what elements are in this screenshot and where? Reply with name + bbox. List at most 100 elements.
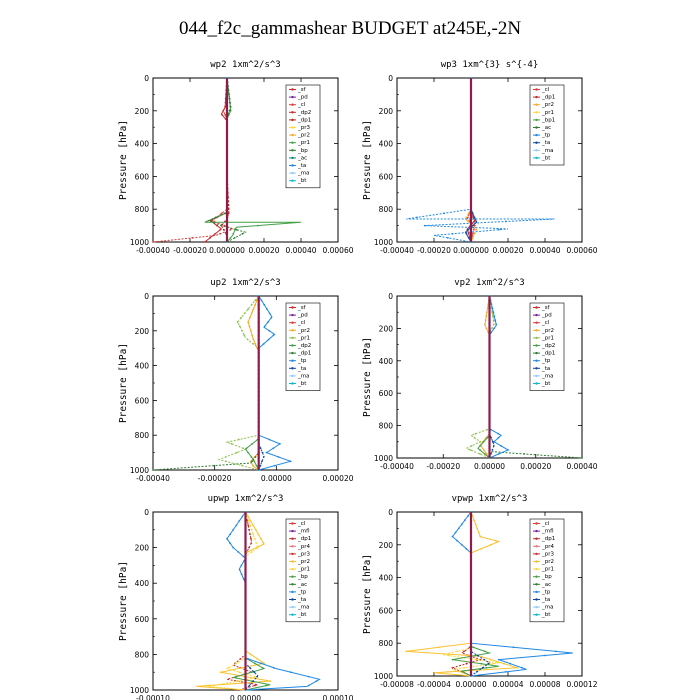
series-marker — [252, 524, 255, 527]
legend-marker — [535, 359, 538, 362]
series-marker — [268, 312, 271, 315]
legend-label: _pr2 — [541, 102, 554, 108]
series-marker — [491, 440, 494, 443]
series-marker — [467, 232, 470, 235]
series-marker — [479, 445, 481, 447]
series-marker — [240, 573, 243, 576]
legend-label: _cl — [541, 87, 550, 93]
series-marker — [473, 232, 476, 235]
legend-marker — [291, 336, 294, 340]
series-marker — [256, 224, 259, 227]
legend-label: _pd — [297, 313, 308, 319]
x-tick-label: -0.00004 — [417, 680, 451, 689]
legend-label: _tp — [541, 589, 551, 595]
series-marker — [490, 327, 493, 330]
legend-label: _cl — [297, 102, 306, 108]
x-tick-label: -0.00040 — [136, 246, 170, 255]
series-marker — [463, 519, 466, 522]
series-marker — [219, 232, 222, 235]
series-marker — [260, 662, 262, 665]
series-marker — [253, 460, 256, 463]
series-marker — [480, 662, 483, 665]
series-marker — [253, 537, 256, 540]
series-marker — [224, 105, 227, 108]
series-marker — [477, 531, 480, 534]
series-marker — [247, 658, 250, 660]
legend-label: _pr1 — [541, 335, 554, 341]
series-marker — [486, 307, 489, 309]
legend-label: _pr1 — [541, 110, 554, 116]
series-marker — [507, 449, 509, 451]
y-tick-label: 1000 — [130, 238, 149, 247]
series-marker — [277, 456, 280, 458]
series-marker — [152, 469, 154, 471]
legend-label: _pr3 — [297, 551, 311, 557]
legend-label: _dp1 — [541, 351, 555, 357]
x-tick-label: 0.00020 — [520, 462, 551, 471]
series-marker — [241, 464, 244, 467]
legend-label: _cl — [297, 320, 306, 326]
series-marker — [252, 464, 254, 467]
series-marker — [262, 343, 265, 345]
legend-label: _pr2 — [297, 328, 310, 334]
series-marker — [490, 331, 493, 334]
legend-label: _bp — [541, 574, 552, 580]
legend-label: _bt — [541, 381, 551, 387]
series-marker — [460, 523, 463, 526]
series-marker — [279, 443, 281, 445]
legend-label: _bp — [297, 574, 308, 580]
series-marker — [454, 531, 457, 534]
series-marker — [500, 445, 502, 447]
series-marker — [229, 105, 232, 108]
legend-marker — [291, 359, 294, 362]
series-marker — [203, 241, 206, 243]
series-marker — [250, 456, 253, 458]
series-marker — [256, 299, 258, 302]
series-line-pr1 — [204, 77, 302, 243]
series-marker — [486, 311, 488, 314]
series-marker — [255, 542, 258, 544]
series-marker — [251, 334, 254, 336]
legend-marker — [535, 351, 538, 355]
y-tick-label: 0 — [388, 292, 393, 301]
legend-label: _pr3 — [297, 125, 311, 131]
legend-marker — [291, 95, 294, 99]
series-marker — [240, 564, 243, 567]
series-marker — [423, 224, 426, 227]
series-marker — [483, 453, 486, 455]
legend-marker — [535, 374, 538, 378]
series-marker — [471, 237, 474, 239]
legend-label: _bt — [297, 178, 307, 184]
series-marker — [474, 432, 477, 435]
series-marker — [246, 338, 249, 341]
series-marker — [503, 662, 505, 665]
x-tick-label: 0.000000 — [453, 246, 489, 255]
legend-marker — [535, 613, 538, 616]
series-marker — [242, 555, 245, 558]
legend-marker — [291, 575, 294, 578]
y-tick-label: 1000 — [374, 238, 393, 247]
chart-panel-6: vpwp 1xm^2/s^3 Pressure [hPa] 0 200 400 600 80… — [362, 494, 598, 689]
legend-label: _cl — [297, 521, 306, 527]
series-marker — [261, 666, 264, 669]
series-marker — [289, 671, 292, 674]
series-marker — [544, 654, 546, 657]
series-marker — [492, 662, 494, 665]
legend-label: _dp1 — [541, 95, 555, 101]
legend-marker — [291, 552, 294, 556]
series-marker — [256, 675, 258, 678]
y-tick-label: 600 — [135, 615, 150, 624]
legend-marker — [535, 95, 538, 99]
series-marker — [262, 456, 265, 458]
series-marker — [256, 546, 259, 549]
x-tick-label: 0.00020 — [322, 474, 353, 483]
series-marker — [456, 650, 458, 653]
x-tick-label: 0.00004 — [492, 680, 523, 689]
y-tick-label: 200 — [379, 324, 394, 333]
series-marker — [554, 650, 557, 653]
series-line-tp — [489, 295, 510, 459]
x-tick-label: -0.00040 — [136, 474, 170, 483]
series-marker — [224, 212, 227, 215]
series-marker — [474, 523, 477, 526]
series-marker — [469, 449, 472, 451]
